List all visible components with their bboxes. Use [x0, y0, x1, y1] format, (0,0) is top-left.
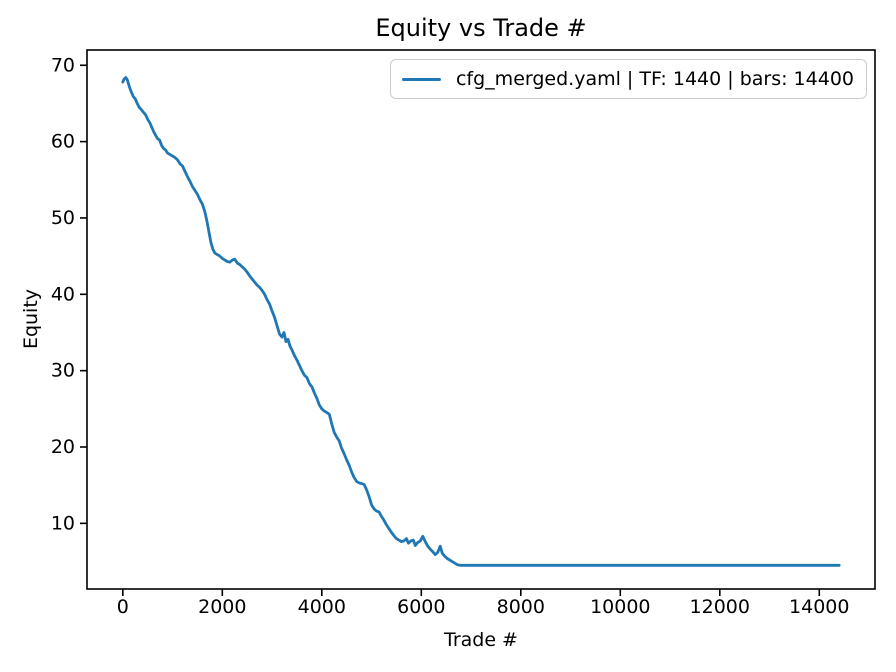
- legend: cfg_merged.yaml | TF: 1440 | bars: 14400: [389, 59, 867, 99]
- y-axis-label: Equity: [20, 288, 42, 350]
- x-tick-label: 4000: [298, 596, 346, 618]
- y-tick-label: 60: [51, 131, 75, 153]
- x-tick-label: 0: [117, 596, 129, 618]
- legend-series-label: cfg_merged.yaml | TF: 1440 | bars: 14400: [455, 68, 854, 90]
- x-tick-label: 14000: [789, 596, 849, 618]
- x-axis-label: Trade #: [444, 629, 518, 651]
- y-tick-label: 10: [51, 512, 75, 534]
- legend-line-swatch: [401, 77, 441, 81]
- y-tick-label: 40: [51, 283, 75, 305]
- y-tick-label: 20: [51, 436, 75, 458]
- y-tick-label: 50: [51, 207, 75, 229]
- y-tick-label: 70: [51, 54, 75, 76]
- axes-frame: [86, 49, 876, 590]
- x-tick-label: 8000: [497, 596, 545, 618]
- x-tick-label: 6000: [397, 596, 445, 618]
- x-tick-label: 2000: [198, 596, 246, 618]
- x-tick-label: 10000: [590, 596, 650, 618]
- equity-line: [121, 76, 841, 567]
- chart-title: Equity vs Trade #: [375, 14, 587, 42]
- y-tick-label: 30: [51, 360, 75, 382]
- x-tick-label: 12000: [690, 596, 750, 618]
